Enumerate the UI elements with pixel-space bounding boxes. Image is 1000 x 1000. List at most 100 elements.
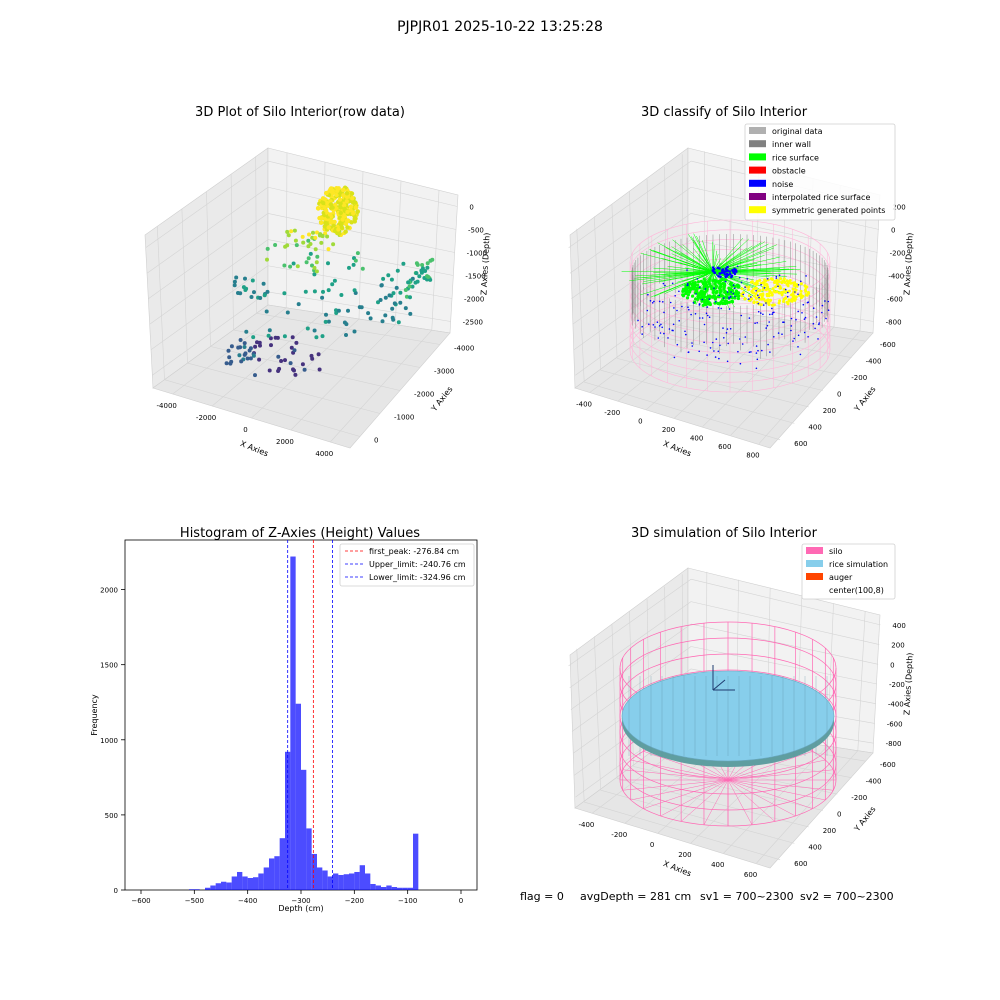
cls-legend-frame — [744, 123, 896, 221]
raw-data-point — [311, 230, 315, 235]
raw-data-point — [381, 276, 386, 281]
raw-data-point — [322, 197, 327, 202]
cls-noise-point — [711, 269, 715, 272]
sim-pane-floor — [574, 724, 874, 869]
cls-noise-point — [807, 301, 810, 304]
hist-bar — [210, 885, 216, 890]
cls-noise-point — [750, 296, 752, 298]
raw-data-point — [291, 261, 296, 266]
cls-noise-point — [726, 291, 729, 293]
cls-ztick: -400 — [888, 273, 904, 281]
hist-bar — [205, 887, 211, 890]
sim-silo-floor-spoke — [630, 759, 729, 781]
raw-data-point — [349, 220, 354, 225]
raw-data-point — [252, 290, 256, 295]
cls-rice-surface — [704, 285, 708, 289]
raw-data-point — [273, 243, 278, 247]
cls-noise-point — [783, 321, 785, 324]
cls-noise-point — [711, 266, 715, 269]
hist-ytick-label: 1500 — [100, 662, 118, 670]
raw-data-point — [353, 258, 358, 263]
raw-data-point — [343, 229, 348, 234]
raw-data-point — [414, 271, 419, 276]
raw-data-point — [326, 261, 330, 266]
cls-ylabel: Y Axies — [852, 385, 878, 414]
raw-data-point — [319, 220, 324, 225]
raw-data-point — [403, 306, 408, 311]
raw-data-point — [334, 206, 339, 211]
cls-noise-point — [755, 367, 758, 370]
raw-data-point — [332, 228, 338, 234]
hist-xtick-label: −400 — [238, 897, 257, 905]
cls-xtick: 200 — [662, 426, 675, 434]
cls-grid-y — [600, 369, 795, 424]
raw-data-point — [415, 279, 420, 284]
raw-xtick: -2000 — [196, 414, 216, 422]
raw-data-point — [288, 361, 293, 366]
raw-data-point — [232, 283, 237, 288]
cls-symmetric-point — [793, 296, 796, 299]
cls-symmetric-point — [803, 288, 807, 292]
cls-symmetric-point — [782, 300, 785, 303]
cls-noise-point — [794, 291, 796, 293]
raw-data-point — [430, 257, 435, 262]
raw-data-point — [283, 358, 287, 363]
cls-grid-y — [682, 310, 866, 342]
hist-ytick-label: 500 — [105, 812, 118, 820]
cls-noise-point — [815, 316, 818, 318]
raw-data-point — [407, 284, 412, 289]
raw-xtick: 2000 — [276, 438, 294, 446]
cls-noise-point — [720, 307, 722, 310]
raw-data-point — [323, 231, 328, 236]
hist-ytick-label: 2000 — [100, 587, 118, 595]
raw-data-point — [324, 190, 329, 196]
cls-legend-swatch — [749, 179, 766, 187]
cls-noise-point — [719, 275, 722, 279]
hist-bar — [397, 887, 403, 890]
sim-ztick: 200 — [891, 642, 904, 650]
raw-data-point — [337, 197, 343, 202]
hist-bar — [333, 873, 339, 890]
cls-rice-surface — [712, 244, 777, 273]
raw-ytick: -1000 — [394, 414, 414, 422]
raw-ztick: 0 — [469, 204, 473, 212]
raw-data-point — [380, 319, 385, 324]
cls-rice-surface — [650, 271, 714, 298]
cls-noise-point — [718, 357, 720, 360]
cls-rice-surface — [718, 285, 722, 289]
cls-rice-surface — [714, 279, 718, 284]
raw-data-point — [293, 372, 298, 377]
cls-noise-point — [797, 284, 800, 286]
cls-noise-point — [717, 275, 720, 278]
raw-data-point — [279, 359, 284, 363]
cls-noise-point — [729, 296, 732, 298]
cls-noise-point — [691, 342, 693, 344]
raw-data-point — [345, 218, 350, 223]
raw-data-point — [387, 293, 392, 298]
cls-noise-point — [720, 271, 723, 275]
cls-noise-point — [722, 327, 724, 329]
raw-data-point — [317, 233, 322, 238]
cls-noise-point — [812, 307, 815, 310]
cls-rice-surface — [694, 242, 714, 273]
sim-silo-floor-spoke — [660, 779, 729, 817]
cls-symmetric-point — [778, 286, 782, 290]
raw-data-point — [423, 269, 428, 273]
cls-noise-point — [668, 328, 671, 330]
cls-symmetric-point — [759, 303, 763, 307]
raw-data-point — [315, 254, 320, 259]
sim-xtick: 400 — [711, 861, 724, 869]
cls-noise-point — [734, 295, 736, 298]
cls-ytick: -600 — [880, 341, 896, 349]
raw-data-point — [288, 264, 293, 269]
cls-noise-point — [701, 317, 704, 319]
raw-data-point — [344, 191, 350, 196]
cls-rice-surface — [696, 280, 701, 284]
raw-data-point — [379, 283, 384, 288]
cls-symmetric-point — [747, 285, 751, 289]
sim-legend-swatch — [806, 560, 823, 567]
cls-legend-label: original data — [772, 127, 823, 136]
cls-symmetric-point — [754, 286, 758, 290]
cls-noise-point — [790, 317, 793, 320]
